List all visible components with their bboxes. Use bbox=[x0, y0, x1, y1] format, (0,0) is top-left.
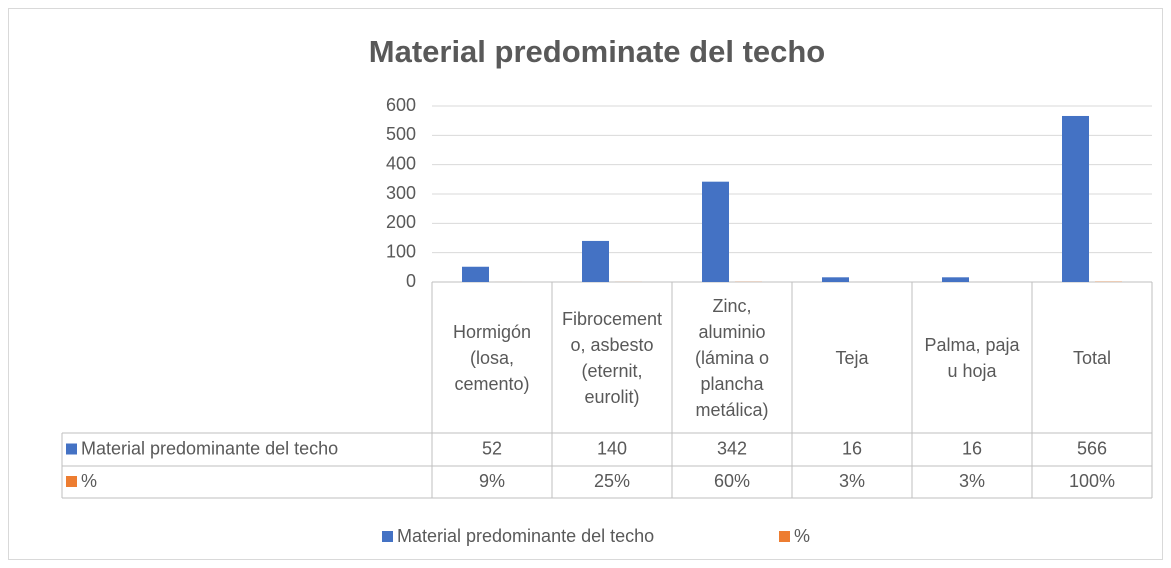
category-label: Fibrocemento, asbesto (eternit, eurolit) bbox=[561, 309, 663, 407]
chart-border bbox=[8, 8, 1163, 560]
table-value: 52 bbox=[482, 438, 502, 458]
bar bbox=[582, 240, 609, 282]
table-value: 9% bbox=[479, 471, 505, 491]
table-legend-key bbox=[66, 443, 77, 455]
y-tick-label: 200 bbox=[386, 212, 416, 232]
table-value: 16 bbox=[962, 438, 982, 458]
bar bbox=[462, 266, 489, 282]
bar bbox=[1062, 115, 1089, 283]
table-value: 25% bbox=[594, 471, 630, 491]
chart-title: Material predominate del techo bbox=[369, 34, 826, 69]
y-tick-label: 600 bbox=[386, 95, 416, 115]
y-tick-label: 500 bbox=[386, 124, 416, 144]
table-value: 342 bbox=[717, 438, 747, 458]
legend-label: Material predominante del techo bbox=[397, 526, 654, 546]
bar bbox=[822, 277, 849, 282]
category-label: Palma, paja u hoja bbox=[924, 335, 1020, 381]
table-value: 16 bbox=[842, 438, 862, 458]
y-tick-label: 100 bbox=[386, 241, 416, 261]
table-value: 3% bbox=[959, 471, 985, 491]
y-tick-label: 400 bbox=[386, 153, 416, 173]
category-label: Zinc, aluminio (lámina o plancha metálic… bbox=[694, 296, 770, 420]
y-tick-label: 0 bbox=[406, 271, 416, 291]
table-legend-key bbox=[66, 476, 77, 487]
legend-key bbox=[779, 531, 790, 542]
category-label: Total bbox=[1072, 348, 1112, 368]
table-value: 140 bbox=[597, 438, 627, 458]
y-tick-label: 300 bbox=[386, 183, 416, 203]
table-series-name: % bbox=[81, 471, 97, 491]
table-value: 3% bbox=[839, 471, 865, 491]
table-value: 566 bbox=[1077, 438, 1107, 458]
legend-label: % bbox=[794, 526, 810, 546]
table-value: 60% bbox=[714, 471, 750, 491]
table-series-name: Material predominante del techo bbox=[81, 438, 338, 458]
bar bbox=[702, 181, 729, 282]
legend-key bbox=[382, 531, 393, 542]
category-label: Hormigón (losa, cemento) bbox=[452, 322, 532, 394]
table-value: 100% bbox=[1069, 471, 1115, 491]
bar bbox=[942, 277, 969, 282]
category-label: Teja bbox=[835, 348, 869, 368]
